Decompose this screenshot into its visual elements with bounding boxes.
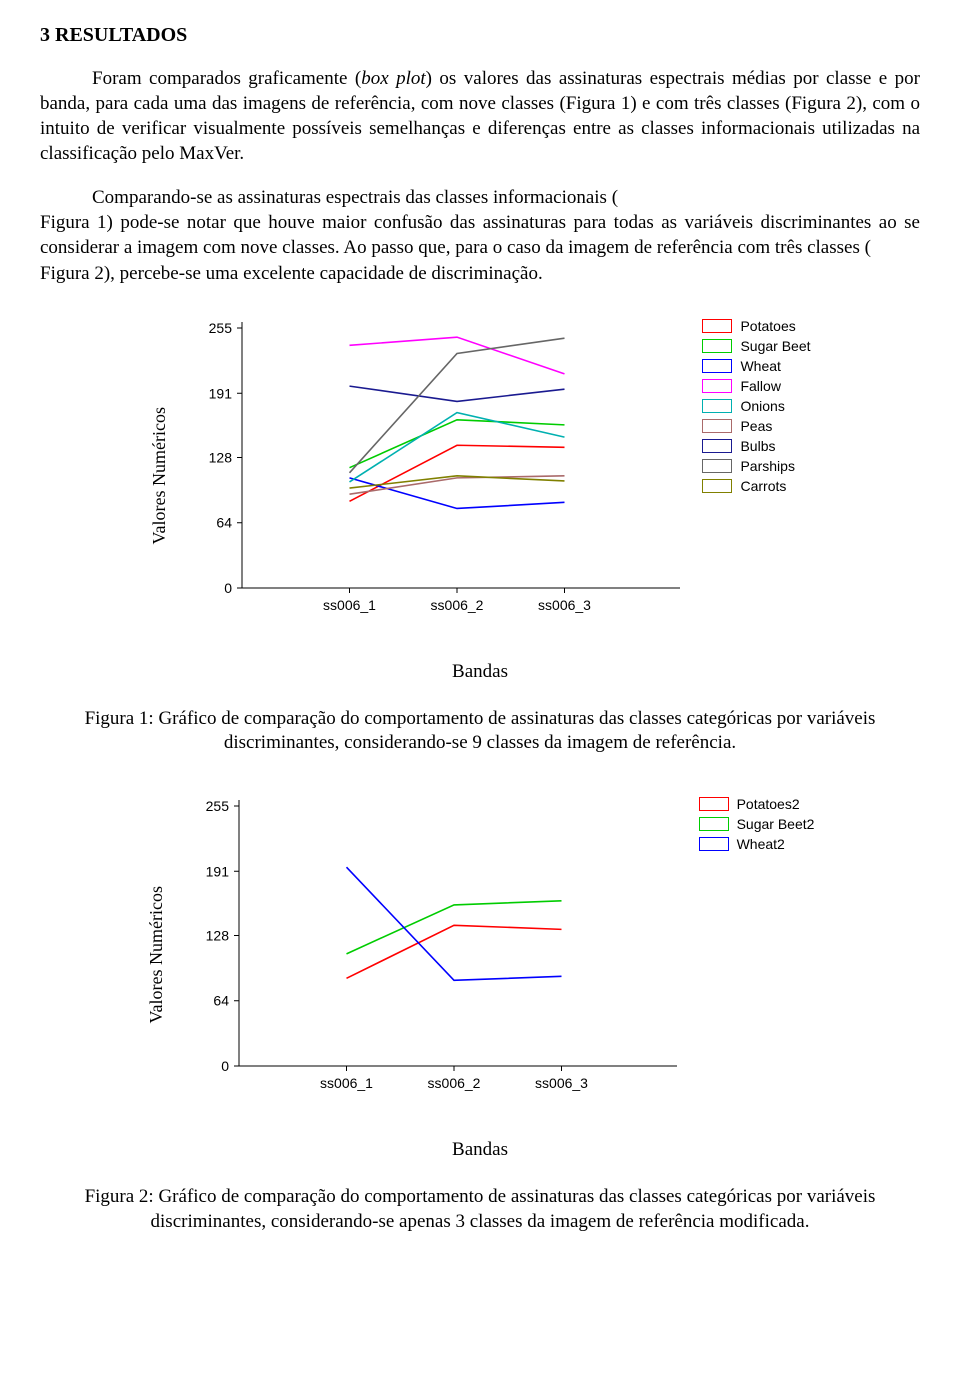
legend-label: Sugar Beet2	[737, 816, 815, 832]
svg-text:0: 0	[221, 1058, 229, 1074]
svg-text:0: 0	[225, 580, 233, 596]
legend-label: Fallow	[740, 378, 780, 394]
fig1-svg: 0 64 128 191 255 ss006_1 ss006_2 ss006_3	[180, 314, 690, 634]
figure-2: Valores Numéricos 0 64 128 191 255 ss006_1 ss0…	[40, 792, 920, 1234]
section-heading: 3 RESULTADOS	[40, 24, 920, 47]
fig1-chart: 0 64 128 191 255 ss006_1 ss006_2 ss006_3	[180, 314, 690, 639]
legend-swatch	[702, 359, 732, 373]
legend-item: Bulbs	[702, 438, 810, 454]
paragraph-1: Foram comparados graficamente (box plot)…	[40, 66, 920, 166]
legend-swatch	[702, 319, 732, 333]
chart-series-line	[346, 901, 561, 954]
legend-swatch	[702, 459, 732, 473]
legend-label: Carrots	[740, 478, 786, 494]
svg-text:ss006_1: ss006_1	[320, 1075, 373, 1091]
svg-text:255: 255	[205, 798, 229, 814]
svg-text:64: 64	[217, 514, 233, 530]
chart-series-line	[346, 867, 561, 980]
legend-swatch	[699, 837, 729, 851]
legend-swatch	[702, 339, 732, 353]
fig1-xlabel: Bandas	[40, 661, 920, 683]
legend-swatch	[702, 379, 732, 393]
fig2-ylabel: Valores Numéricos	[146, 886, 167, 1023]
legend-label: Peas	[740, 418, 772, 434]
legend-item: Peas	[702, 418, 810, 434]
legend-swatch	[702, 399, 732, 413]
svg-text:191: 191	[205, 863, 229, 879]
svg-text:ss006_3: ss006_3	[539, 597, 592, 613]
legend-label: Wheat2	[737, 836, 785, 852]
fig1-legend: Potatoes Sugar Beet Wheat Fallow Onions Peas B…	[702, 318, 810, 494]
fig1-caption: Figura 1: Gráfico de comparação do compo…	[40, 707, 920, 756]
legend-item: Fallow	[702, 378, 810, 394]
figure-1-row: Valores Numéricos 0 64 128 191 255 ss006_1 ss0…	[40, 314, 920, 639]
legend-label: Potatoes2	[737, 796, 800, 812]
legend-item: Carrots	[702, 478, 810, 494]
figure-1: Valores Numéricos 0 64 128 191 255 ss006_1 ss0…	[40, 314, 920, 756]
legend-item: Wheat2	[699, 836, 815, 852]
legend-item: Sugar Beet	[702, 338, 810, 354]
legend-swatch	[699, 797, 729, 811]
svg-text:64: 64	[213, 993, 229, 1009]
legend-swatch	[702, 439, 732, 453]
svg-text:128: 128	[209, 449, 233, 465]
page: 3 RESULTADOS Foram comparados graficamen…	[0, 0, 960, 1274]
legend-swatch	[702, 419, 732, 433]
fig2-xlabel: Bandas	[40, 1139, 920, 1161]
legend-swatch	[699, 817, 729, 831]
legend-item: Onions	[702, 398, 810, 414]
p2-text-a: Comparando-se as assinaturas espectrais …	[40, 185, 618, 210]
legend-item: Potatoes2	[699, 796, 815, 812]
chart-series-line	[350, 478, 565, 509]
svg-text:ss006_2: ss006_2	[431, 597, 484, 613]
svg-text:ss006_3: ss006_3	[535, 1075, 588, 1091]
chart-series-line	[350, 386, 565, 401]
legend-item: Potatoes	[702, 318, 810, 334]
fig2-svg: 0 64 128 191 255 ss006_1 ss006_2 ss006_3	[177, 792, 687, 1112]
legend-label: Parships	[740, 458, 794, 474]
legend-item: Parships	[702, 458, 810, 474]
p2-text-c: Figura 2), percebe-se uma excelente capa…	[40, 263, 543, 284]
fig2-legend: Potatoes2 Sugar Beet2 Wheat2	[699, 796, 815, 852]
legend-label: Potatoes	[740, 318, 795, 334]
p1-text-a: Foram comparados graficamente (	[92, 68, 361, 89]
svg-text:255: 255	[209, 320, 233, 336]
fig2-caption: Figura 2: Gráfico de comparação do compo…	[40, 1185, 920, 1234]
paragraph-2: Comparando-se as assinaturas espectrais …	[40, 185, 920, 285]
chart-series-line	[346, 925, 561, 978]
p2-text-b: Figura 1) pode-se notar que houve maior …	[40, 212, 920, 258]
svg-text:ss006_1: ss006_1	[324, 597, 377, 613]
p1-italic: box plot	[361, 68, 425, 89]
svg-text:128: 128	[205, 927, 229, 943]
legend-item: Wheat	[702, 358, 810, 374]
svg-text:191: 191	[209, 385, 233, 401]
fig1-ylabel: Valores Numéricos	[149, 407, 170, 544]
legend-item: Sugar Beet2	[699, 816, 815, 832]
legend-label: Sugar Beet	[740, 338, 810, 354]
legend-label: Bulbs	[740, 438, 775, 454]
legend-label: Onions	[740, 398, 784, 414]
figure-2-row: Valores Numéricos 0 64 128 191 255 ss006_1 ss0…	[40, 792, 920, 1117]
legend-swatch	[702, 479, 732, 493]
svg-text:ss006_2: ss006_2	[427, 1075, 480, 1091]
legend-label: Wheat	[740, 358, 780, 374]
fig2-chart: 0 64 128 191 255 ss006_1 ss006_2 ss006_3	[177, 792, 687, 1117]
